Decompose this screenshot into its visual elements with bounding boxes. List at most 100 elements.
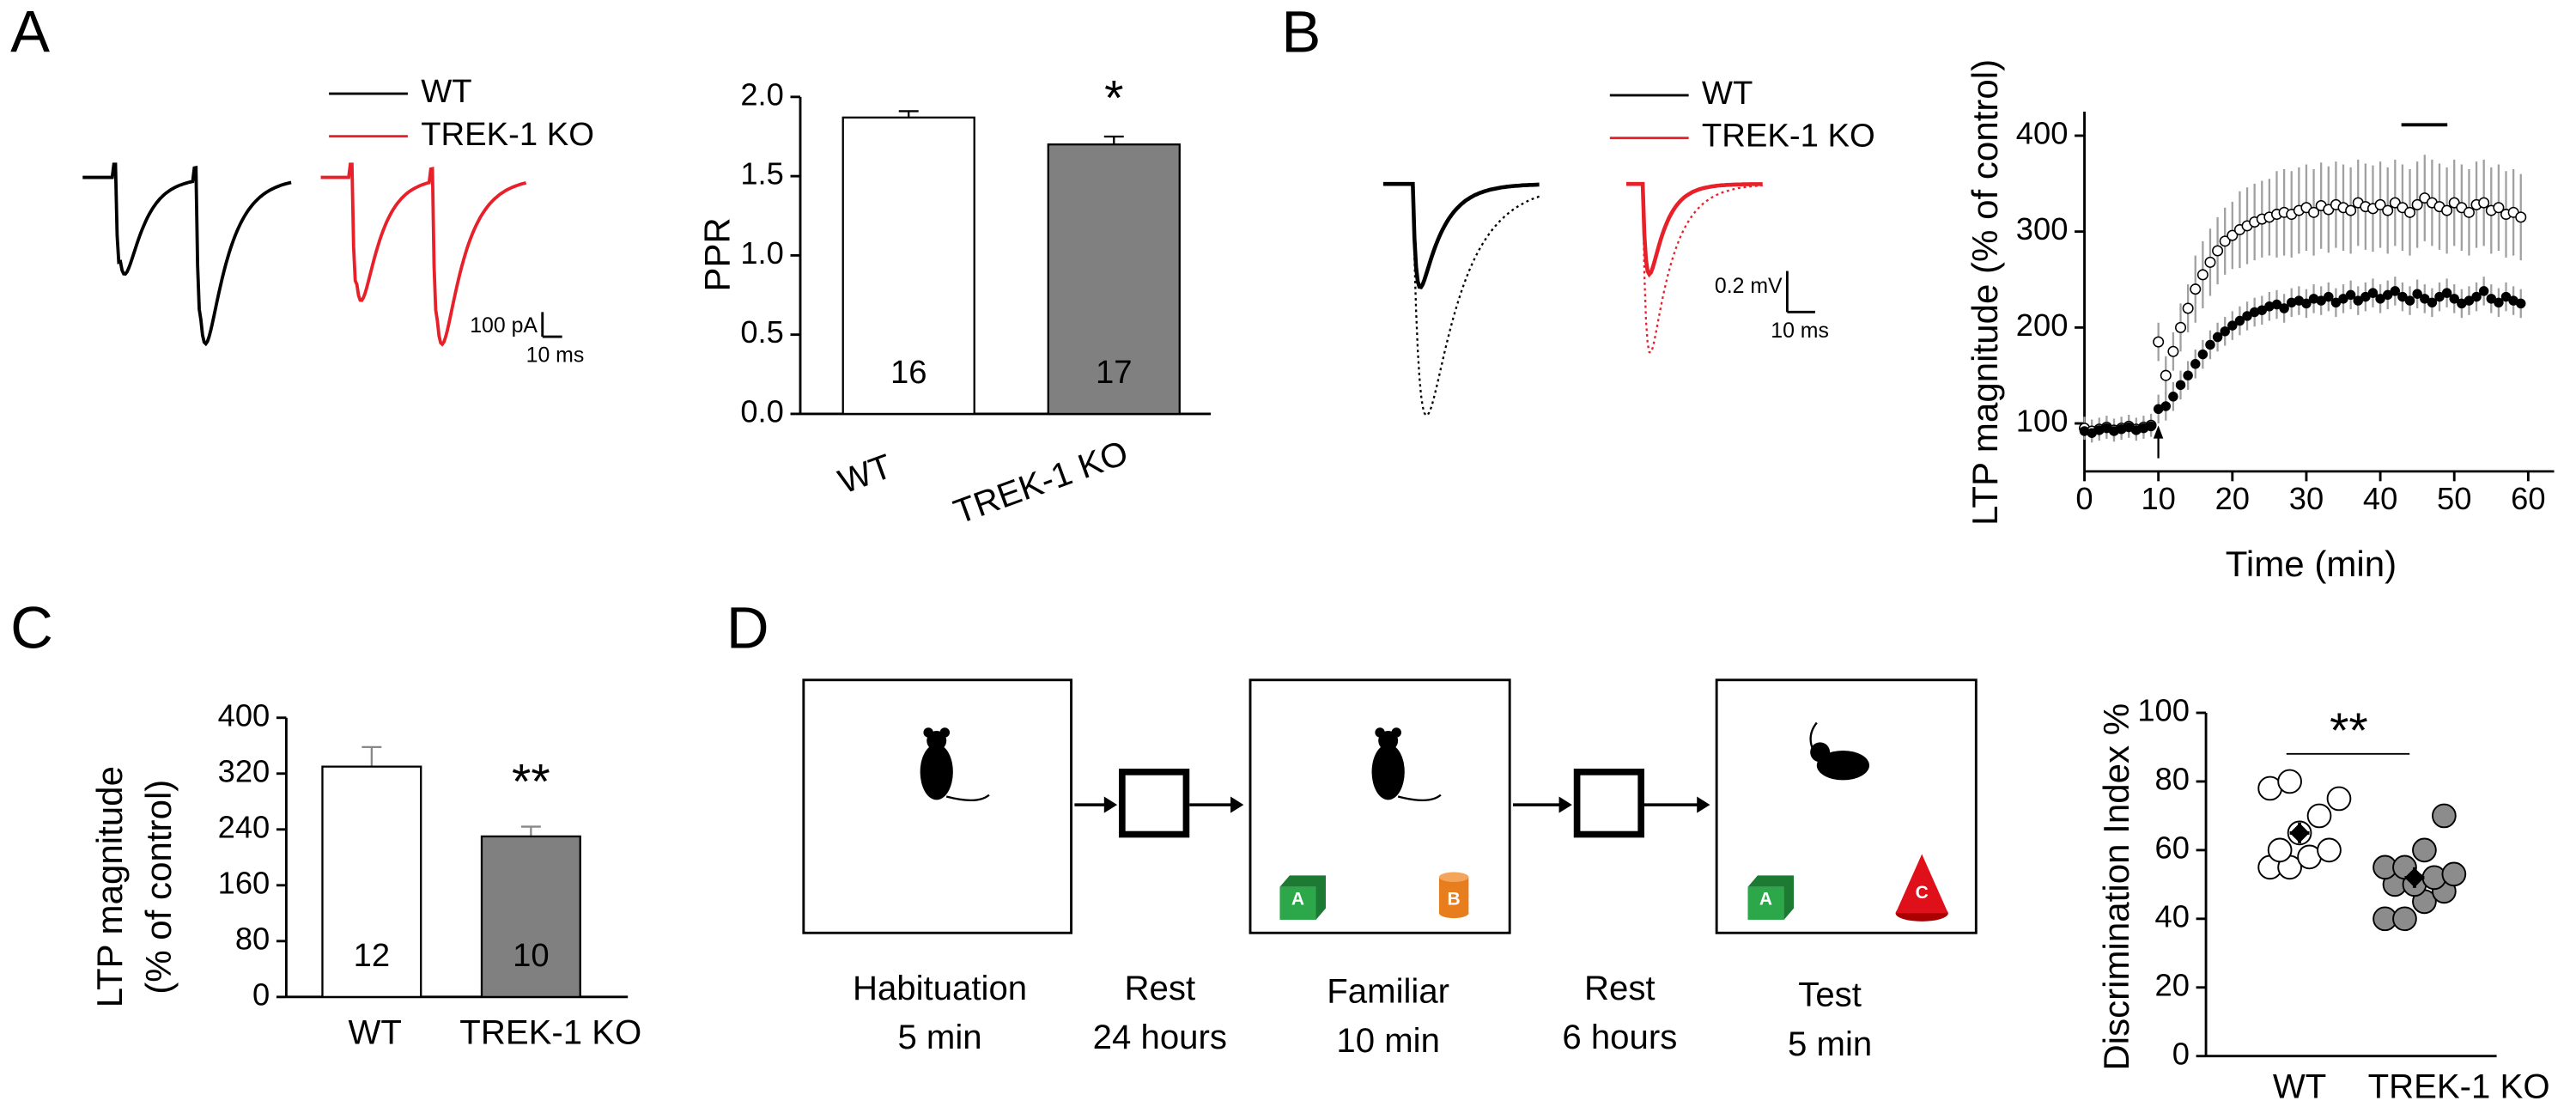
data-point [2160,401,2172,411]
data-point [2463,206,2475,218]
step-label: Rest [1584,969,1656,1007]
data-point [2345,289,2356,301]
data-point [2153,336,2165,348]
data-point [2374,198,2386,210]
x-tick-label: 50 [2437,481,2471,516]
y-tick-label: 160 [218,865,270,900]
data-point [2234,315,2245,326]
x-axis-label: Time (min) [2226,544,2397,584]
object-icon [1747,875,1795,920]
y-tick-label: 240 [218,809,270,844]
x-tick-label: 0 [2075,481,2093,516]
trace [82,162,292,347]
mouse-icon [1391,727,1401,738]
step-duration: 24 hours [1093,1018,1227,1056]
arrow-head [1103,796,1118,813]
object-icon [1438,908,1469,919]
x-tick-label: 20 [2215,481,2250,516]
data-point [2464,295,2475,306]
data-point [2160,369,2172,381]
data-point [2457,298,2467,309]
data-point [2382,289,2393,301]
data-point [2441,861,2467,887]
object-label: B [1448,890,1461,909]
data-point [2427,297,2438,308]
data-point [2471,291,2482,302]
trace [1382,183,1540,417]
significance: * [1104,71,1123,126]
data-point [2404,206,2416,218]
y-tick-label: 100 [2016,404,2069,439]
x-tick-label: 30 [2289,481,2324,516]
y-tick-label: 300 [2016,211,2069,246]
data-point [2478,197,2490,209]
mean-marker [2289,823,2310,843]
data-point [2434,291,2445,302]
step-duration: 5 min [1788,1025,1872,1063]
data-point [2190,283,2202,295]
data-point [2242,311,2252,321]
data-point [2432,803,2457,829]
arrow-head [1697,796,1710,813]
data-point [2308,206,2320,218]
x-tick-label: TREK-1 KO [2368,1067,2550,1106]
y-tick-label: 60 [2155,830,2190,865]
x-tick-label: WT [833,447,896,502]
n-label: 16 [890,354,927,391]
legend-label: TREK-1 KO [1702,118,1875,155]
object-icon [1747,886,1784,920]
mouse-icon [939,727,951,738]
trace [320,162,527,347]
step-label: Habituation [853,969,1027,1007]
data-point [2249,307,2260,318]
x-tick-label: TREK-1 KO [949,433,1133,532]
x-tick-label: TREK-1 KO [459,1013,641,1051]
x-tick-label: 60 [2511,481,2545,516]
panel-label: C [10,594,53,660]
arrow-head [1558,796,1572,813]
object-icon [1895,854,1948,914]
y-tick-label: 80 [235,921,270,956]
step-duration: 5 min [897,1018,981,1056]
data-point [2264,301,2275,312]
data-point [2449,294,2459,304]
data-point [2516,298,2526,309]
scale-label: 10 ms [1771,319,1829,343]
data-point [2205,339,2215,350]
mouse-tail [1809,721,1820,760]
data-point [2212,331,2223,343]
data-point [2197,349,2208,360]
panel-label: B [1281,0,1321,64]
object-label: A [1291,890,1304,909]
data-point [2271,299,2282,310]
data-point [2267,837,2293,863]
data-point [2301,298,2312,309]
data-point [2094,425,2105,435]
data-point [2183,370,2193,380]
y-tick-label: 400 [2016,116,2069,151]
y-axis-label: Discrimination Index % [2096,703,2136,1071]
object-icon [1438,872,1469,882]
data-point [2286,297,2297,308]
data-point [2212,245,2224,257]
y-axis-label: LTP magnitude (% of control) [1965,59,2005,526]
mouse-icon [923,727,933,738]
data-point [2508,295,2518,306]
y-tick-label: 100 [2137,693,2190,728]
rest-cage [1119,769,1190,838]
data-point [2392,906,2417,932]
data-point [2441,204,2453,216]
trace [1625,183,1763,354]
object-icon [1279,875,1326,920]
data-point [2317,837,2342,863]
x-tick-label: WT [2273,1067,2326,1106]
data-point [2279,303,2289,313]
data-point [2087,428,2097,438]
y-tick-label: 40 [2155,898,2190,934]
data-point [2101,423,2112,434]
data-point [2324,291,2334,302]
data-point [2306,803,2332,829]
mouse-icon [1375,727,1385,738]
data-point [2227,320,2238,331]
